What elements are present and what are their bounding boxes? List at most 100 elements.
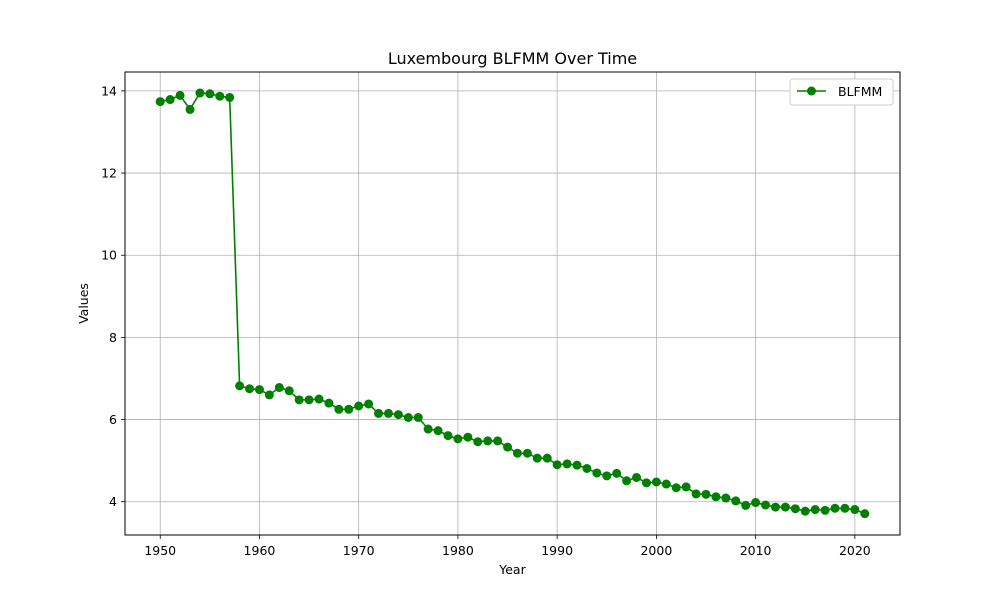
data-point (592, 468, 602, 478)
data-point (770, 502, 780, 512)
data-point (512, 448, 522, 458)
data-point (413, 413, 423, 423)
data-point (483, 436, 493, 446)
data-point (165, 95, 175, 105)
plot-frame (124, 71, 901, 536)
data-point (661, 479, 671, 489)
data-point (751, 498, 761, 508)
data-point (840, 503, 850, 513)
legend-label: BLFMM (838, 84, 882, 99)
data-point (453, 434, 463, 444)
legend: BLFMM (789, 78, 894, 106)
data-point (741, 500, 751, 510)
data-point (860, 509, 870, 519)
data-point (780, 502, 790, 512)
data-point (245, 384, 255, 394)
legend-box (789, 78, 894, 106)
data-point (205, 89, 215, 99)
x-tick-label: 1990 (541, 543, 573, 558)
data-point (830, 503, 840, 513)
data-point (641, 478, 651, 488)
data-point (433, 426, 443, 436)
x-tick-label: 2020 (839, 543, 871, 558)
series-line (160, 92, 866, 515)
x-tick-label: 1980 (442, 543, 474, 558)
data-point (761, 500, 771, 510)
y-tick-label: 8 (109, 330, 117, 345)
y-tick-label: 12 (101, 166, 117, 181)
data-point (314, 394, 324, 404)
data-point (632, 472, 642, 482)
data-point (264, 390, 274, 400)
data-point (572, 460, 582, 470)
x-axis-ticks: 1950 1960 1970 1980 1990 2000 2010 2020 (144, 535, 871, 558)
data-point (185, 104, 195, 114)
data-point (175, 90, 185, 100)
data-point (582, 463, 592, 473)
data-point (820, 505, 830, 515)
data-point (254, 385, 264, 395)
data-point (344, 404, 354, 414)
data-point (274, 383, 284, 393)
data-point (215, 91, 225, 101)
data-point (383, 408, 393, 418)
data-point (284, 386, 294, 396)
data-point (503, 442, 513, 452)
data-point (403, 413, 413, 423)
y-tick-label: 4 (109, 494, 117, 509)
y-axis-ticks: 4 6 8 10 12 14 (101, 83, 125, 509)
y-axis-label: Values (76, 283, 91, 324)
data-point (493, 436, 503, 446)
data-point (790, 504, 800, 514)
grid-lines (125, 72, 900, 535)
data-point (810, 505, 820, 515)
data-point (334, 404, 344, 414)
data-point (374, 408, 384, 418)
data-point (443, 431, 453, 441)
legend-marker-swatch (807, 86, 816, 96)
data-point (612, 468, 622, 478)
data-point (800, 506, 810, 516)
x-tick-label: 1960 (244, 543, 276, 558)
data-point (552, 460, 562, 470)
data-point (681, 482, 691, 492)
data-point (532, 453, 542, 463)
data-point (294, 395, 304, 405)
data-point (393, 410, 403, 420)
data-point (324, 398, 334, 408)
x-axis-label: Year (498, 562, 526, 577)
data-point (473, 437, 483, 447)
data-point (850, 505, 860, 515)
chart-title: Luxembourg BLFMM Over Time (388, 49, 637, 68)
data-point (155, 97, 165, 107)
y-tick-label: 10 (101, 248, 117, 263)
data-point (235, 381, 245, 391)
data-point (602, 471, 612, 481)
data-point (225, 92, 235, 102)
x-tick-label: 2010 (740, 543, 772, 558)
data-point (731, 496, 741, 506)
x-tick-label: 2000 (640, 543, 672, 558)
data-point (691, 489, 701, 499)
data-point (711, 492, 721, 502)
data-point (562, 459, 572, 469)
data-point (671, 483, 681, 493)
data-point (651, 477, 661, 487)
data-point (463, 432, 473, 442)
y-tick-label: 14 (101, 83, 117, 98)
y-tick-label: 6 (109, 412, 117, 427)
data-point (195, 88, 205, 98)
x-tick-label: 1970 (343, 543, 375, 558)
x-tick-label: 1950 (144, 543, 176, 558)
data-point (364, 399, 374, 409)
data-point (542, 453, 552, 463)
data-point (354, 401, 364, 411)
data-point (622, 476, 632, 486)
data-point (522, 448, 532, 458)
data-point (304, 395, 314, 405)
series-layer (155, 88, 870, 519)
data-point (721, 493, 731, 503)
data-point (701, 489, 711, 499)
data-point (423, 424, 433, 434)
